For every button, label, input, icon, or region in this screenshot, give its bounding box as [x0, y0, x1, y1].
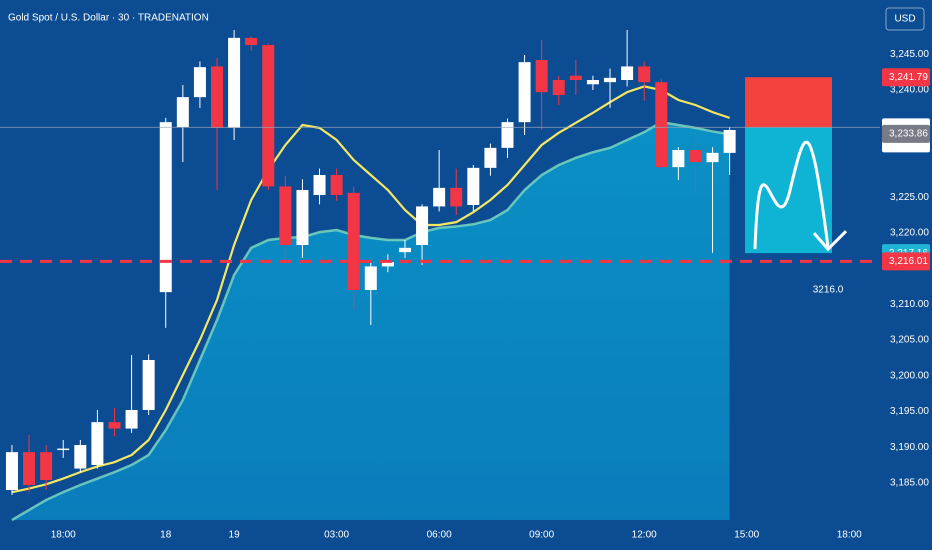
- y-tick-label: 3,190.00: [890, 442, 929, 453]
- price-label-box: [882, 68, 930, 87]
- x-tick-label: 12:00: [632, 530, 657, 541]
- candle-body: [228, 37, 241, 128]
- candle-body: [193, 67, 206, 98]
- candle-body: [5, 452, 18, 490]
- candle-body: [604, 77, 617, 83]
- y-tick-label: 3,205.00: [890, 335, 929, 346]
- price-label: 3,241.79: [889, 72, 928, 83]
- price-label-box: [882, 124, 930, 143]
- x-tick-label: 18:00: [51, 530, 76, 541]
- projection-arrow: [753, 140, 830, 250]
- candle-body: [176, 97, 189, 128]
- x-tick-label: 19: [229, 530, 241, 541]
- candle-body: [467, 167, 480, 205]
- candle-body: [535, 60, 548, 93]
- countdown: 09:06: [889, 138, 914, 149]
- candle-body: [245, 37, 258, 45]
- candle-body: [125, 410, 138, 429]
- arrow-head: [812, 230, 848, 252]
- candle-body: [211, 66, 224, 128]
- currency-label[interactable]: USD: [894, 14, 915, 25]
- candle-body: [40, 452, 53, 480]
- candle-body: [381, 262, 394, 267]
- candle-body: [672, 150, 685, 168]
- y-tick-label: 3,195.00: [890, 406, 929, 417]
- candle-body: [330, 175, 343, 195]
- candle-layer: [5, 30, 736, 495]
- position-layer: 3216.0: [745, 77, 848, 296]
- candle-body: [689, 150, 702, 163]
- area-edge: [11, 120, 730, 522]
- y-tick-label: 3,210.00: [890, 299, 929, 310]
- x-tick-label: 03:00: [324, 530, 349, 541]
- y-tick-label: 3,200.00: [890, 370, 929, 381]
- x-tick-label: 06:00: [427, 530, 452, 541]
- y-tick-label: 3,240.00: [890, 85, 929, 96]
- x-tick-label: 18: [160, 530, 172, 541]
- candle-body: [655, 82, 668, 168]
- candle-body: [279, 186, 292, 245]
- candle-body: [518, 62, 531, 123]
- y-tick-label: 3,220.00: [890, 227, 929, 238]
- candle-body: [433, 187, 446, 207]
- currency-button[interactable]: [885, 7, 925, 31]
- candle-body: [569, 75, 582, 80]
- x-tick-label: 09:00: [529, 530, 554, 541]
- candle-body: [262, 45, 275, 187]
- candle-body: [74, 445, 87, 469]
- price-label-box: [882, 252, 930, 271]
- candle-body: [57, 448, 70, 451]
- candle-body: [723, 130, 736, 153]
- price-label: 3,216.01: [889, 256, 928, 267]
- y-tick-label: 3,225.00: [890, 192, 929, 203]
- candle-body: [501, 122, 514, 148]
- candle-body: [142, 360, 155, 410]
- candle-body: [706, 152, 719, 163]
- candle-body: [159, 122, 172, 293]
- candle-body: [108, 422, 121, 429]
- chart-title: Gold Spot / U.S. Dollar · 30 · TRADENATI…: [8, 13, 209, 24]
- candle-body: [313, 175, 326, 195]
- target-annotation: 3216.0: [813, 285, 844, 296]
- candle-body: [552, 80, 565, 95]
- stop-zone: [745, 77, 832, 128]
- candle-body: [398, 247, 411, 253]
- candle-body: [364, 266, 377, 290]
- candle-body: [450, 187, 463, 207]
- candle-body: [484, 147, 497, 168]
- candle-body: [296, 190, 309, 245]
- candle-body: [638, 66, 651, 83]
- price-label: 3,233.86: [889, 128, 928, 139]
- candle-body: [91, 422, 104, 465]
- candle-body: [416, 206, 429, 245]
- y-tick-label: 3,185.00: [890, 477, 929, 488]
- x-tick-label: 18:00: [837, 530, 862, 541]
- candle-body: [347, 192, 360, 290]
- x-tick-label: 15:00: [734, 530, 759, 541]
- candle-body: [23, 452, 36, 485]
- y-tick-label: 3,245.00: [890, 49, 929, 60]
- candle-body: [621, 66, 634, 80]
- axis-layer: 3,245.00 3,240.00 3,225.00 3,220.00 3,210.00…: [0, 49, 930, 541]
- candle-body: [586, 80, 599, 85]
